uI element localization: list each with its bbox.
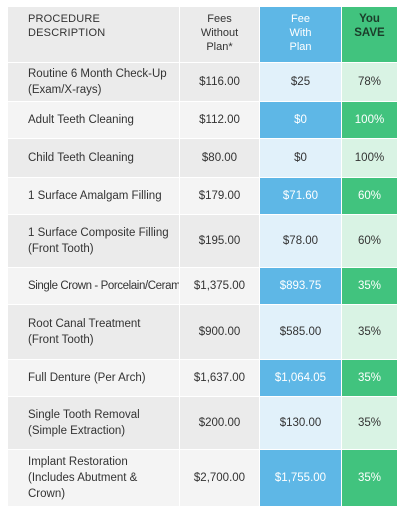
procedure-description: Implant Restoration (Includes Abutment & … (7, 449, 180, 507)
savings-percent: 100% (341, 101, 398, 139)
procedure-description: Routine 6 Month Check-Up (Exam/X-rays) (7, 62, 180, 102)
fee-without-plan: $80.00 (179, 138, 260, 178)
fee-with-plan: $0 (259, 101, 342, 139)
table-row: Full Denture (Per Arch) $1,637.00 $1,064… (7, 359, 398, 397)
fee-without-plan: $195.00 (179, 214, 260, 268)
fee-with-plan: $25 (259, 62, 342, 102)
fee-without-plan: $900.00 (179, 304, 260, 360)
fee-without-plan: $116.00 (179, 62, 260, 102)
fee-with-plan: $1,064.05 (259, 359, 342, 397)
fee-with-plan: $1,755.00 (259, 449, 342, 507)
procedure-description: Single Crown - Porcelain/Ceramic (7, 267, 180, 305)
procedure-pricing-table: PROCEDURE DESCRIPTION Fees Without Plan* Fe… (7, 6, 398, 507)
fee-with-plan: $585.00 (259, 304, 342, 360)
procedure-description: Adult Teeth Cleaning (7, 101, 180, 139)
fee-without-plan: $2,700.00 (179, 449, 260, 507)
savings-percent: 78% (341, 62, 398, 102)
table-row: 1 Surface Amalgam Filling $179.00 $71.60… (7, 177, 398, 215)
table-row: 1 Surface Composite Filling (Front Tooth)… (7, 214, 398, 268)
header-procedure-description: PROCEDURE DESCRIPTION (7, 6, 180, 63)
savings-percent: 35% (341, 396, 398, 450)
table-row: Adult Teeth Cleaning $112.00 $0 100% (7, 101, 398, 139)
fee-without-plan: $179.00 (179, 177, 260, 215)
fee-without-plan: $1,637.00 (179, 359, 260, 397)
fee-without-plan: $1,375.00 (179, 267, 260, 305)
savings-percent: 60% (341, 177, 398, 215)
savings-percent: 35% (341, 359, 398, 397)
procedure-description: Single Tooth Removal (Simple Extraction) (7, 396, 180, 450)
fee-with-plan: $78.00 (259, 214, 342, 268)
table-row: Routine 6 Month Check-Up (Exam/X-rays) $1… (7, 62, 398, 102)
table-row: Implant Restoration (Includes Abutment & … (7, 449, 398, 507)
table-row: Root Canal Treatment (Front Tooth) $900.0… (7, 304, 398, 360)
header-fee-with-plan: Fee With Plan (259, 6, 342, 63)
procedure-description: Child Teeth Cleaning (7, 138, 180, 178)
procedure-description: 1 Surface Composite Filling (Front Tooth) (7, 214, 180, 268)
header-you-save: You SAVE (341, 6, 398, 63)
fee-without-plan: $200.00 (179, 396, 260, 450)
savings-percent: 35% (341, 267, 398, 305)
table-row: Single Crown - Porcelain/Ceramic $1,375.… (7, 267, 398, 305)
savings-percent: 35% (341, 304, 398, 360)
fee-with-plan: $130.00 (259, 396, 342, 450)
table-row: Child Teeth Cleaning $80.00 $0 100% (7, 138, 398, 178)
header-fees-without-plan: Fees Without Plan* (179, 6, 260, 63)
fee-with-plan: $0 (259, 138, 342, 178)
savings-percent: 60% (341, 214, 398, 268)
savings-percent: 35% (341, 449, 398, 507)
procedure-description: Root Canal Treatment (Front Tooth) (7, 304, 180, 360)
fee-with-plan: $893.75 (259, 267, 342, 305)
fee-with-plan: $71.60 (259, 177, 342, 215)
table-header-row: PROCEDURE DESCRIPTION Fees Without Plan* Fe… (7, 6, 398, 63)
procedure-description: 1 Surface Amalgam Filling (7, 177, 180, 215)
savings-percent: 100% (341, 138, 398, 178)
table-row: Single Tooth Removal (Simple Extraction) … (7, 396, 398, 450)
fee-without-plan: $112.00 (179, 101, 260, 139)
procedure-description: Full Denture (Per Arch) (7, 359, 180, 397)
